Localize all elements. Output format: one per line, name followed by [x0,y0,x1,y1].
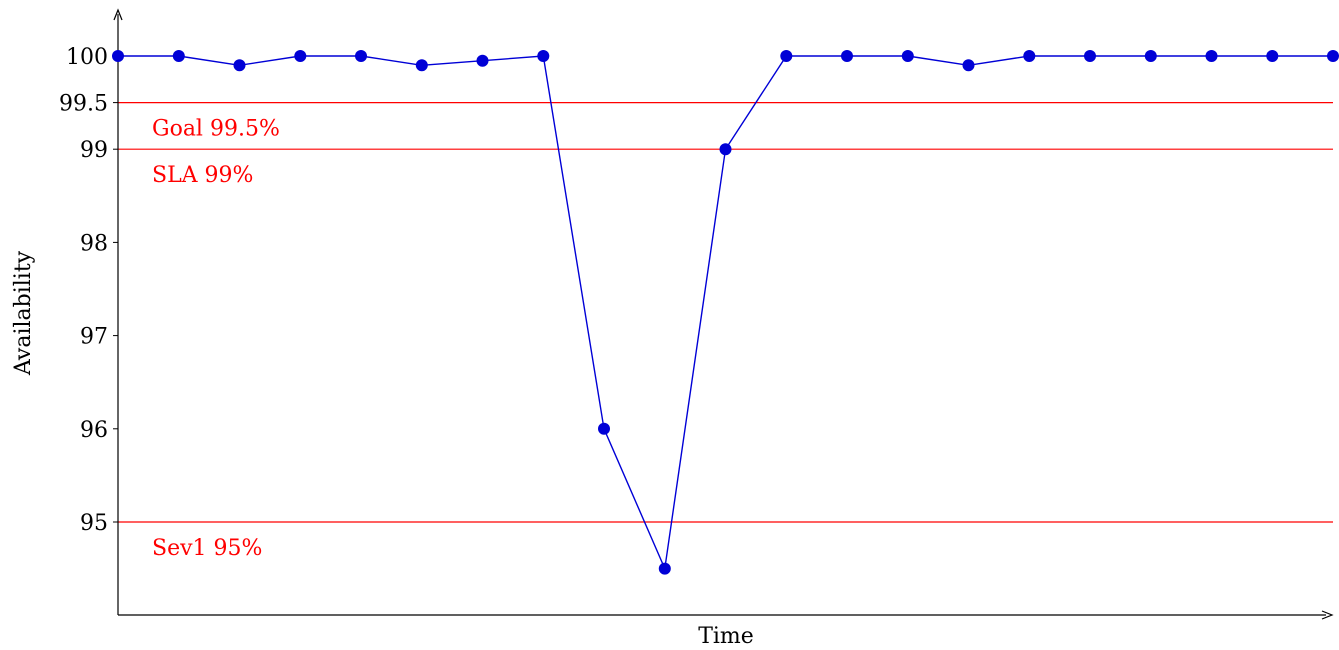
data-point [476,54,489,67]
y-axis-arrow-icon [113,8,123,21]
y-axis-title: Availability [11,250,36,376]
reference-line-label: Goal 99.5% [152,117,280,142]
reference-line-label: SLA 99% [152,163,253,188]
data-point [780,50,793,62]
data-point [294,50,307,62]
reference-line-label: Sev1 95% [152,536,262,561]
data-point [172,50,185,62]
series [112,50,1339,575]
series-line [118,55,1333,572]
data-point [901,50,914,62]
data-point [962,59,975,72]
reference-lines: Goal 99.5% SLA 99% Sev1 95% [118,101,1333,561]
y-tick-label: 99.5 [59,92,108,117]
y-tick-label: 95 [80,511,108,536]
data-point [1023,50,1036,62]
data-point [841,50,853,62]
data-point [1266,50,1279,62]
data-point [112,50,124,62]
data-point [355,50,367,62]
y-tick-label: 97 [80,325,108,350]
data-point [233,59,246,72]
data-point [598,422,610,435]
data-point [1205,50,1218,62]
data-point [719,143,732,156]
data-point [415,59,428,72]
data-point [658,562,671,575]
data-point [1144,50,1157,62]
data-point [537,50,550,62]
y-tick-label: 99 [80,138,108,163]
x-axis-arrow-icon [1321,610,1334,620]
y-ticks: 95 96 97 98 99 99.5 100 [59,45,118,536]
y-tick-label: 98 [80,231,108,256]
y-tick-label: 100 [66,45,108,70]
y-tick-label: 96 [80,418,108,443]
axes [113,8,1334,620]
data-point [1327,50,1339,62]
x-axis-title: Time [698,624,754,649]
data-point [1084,50,1096,62]
